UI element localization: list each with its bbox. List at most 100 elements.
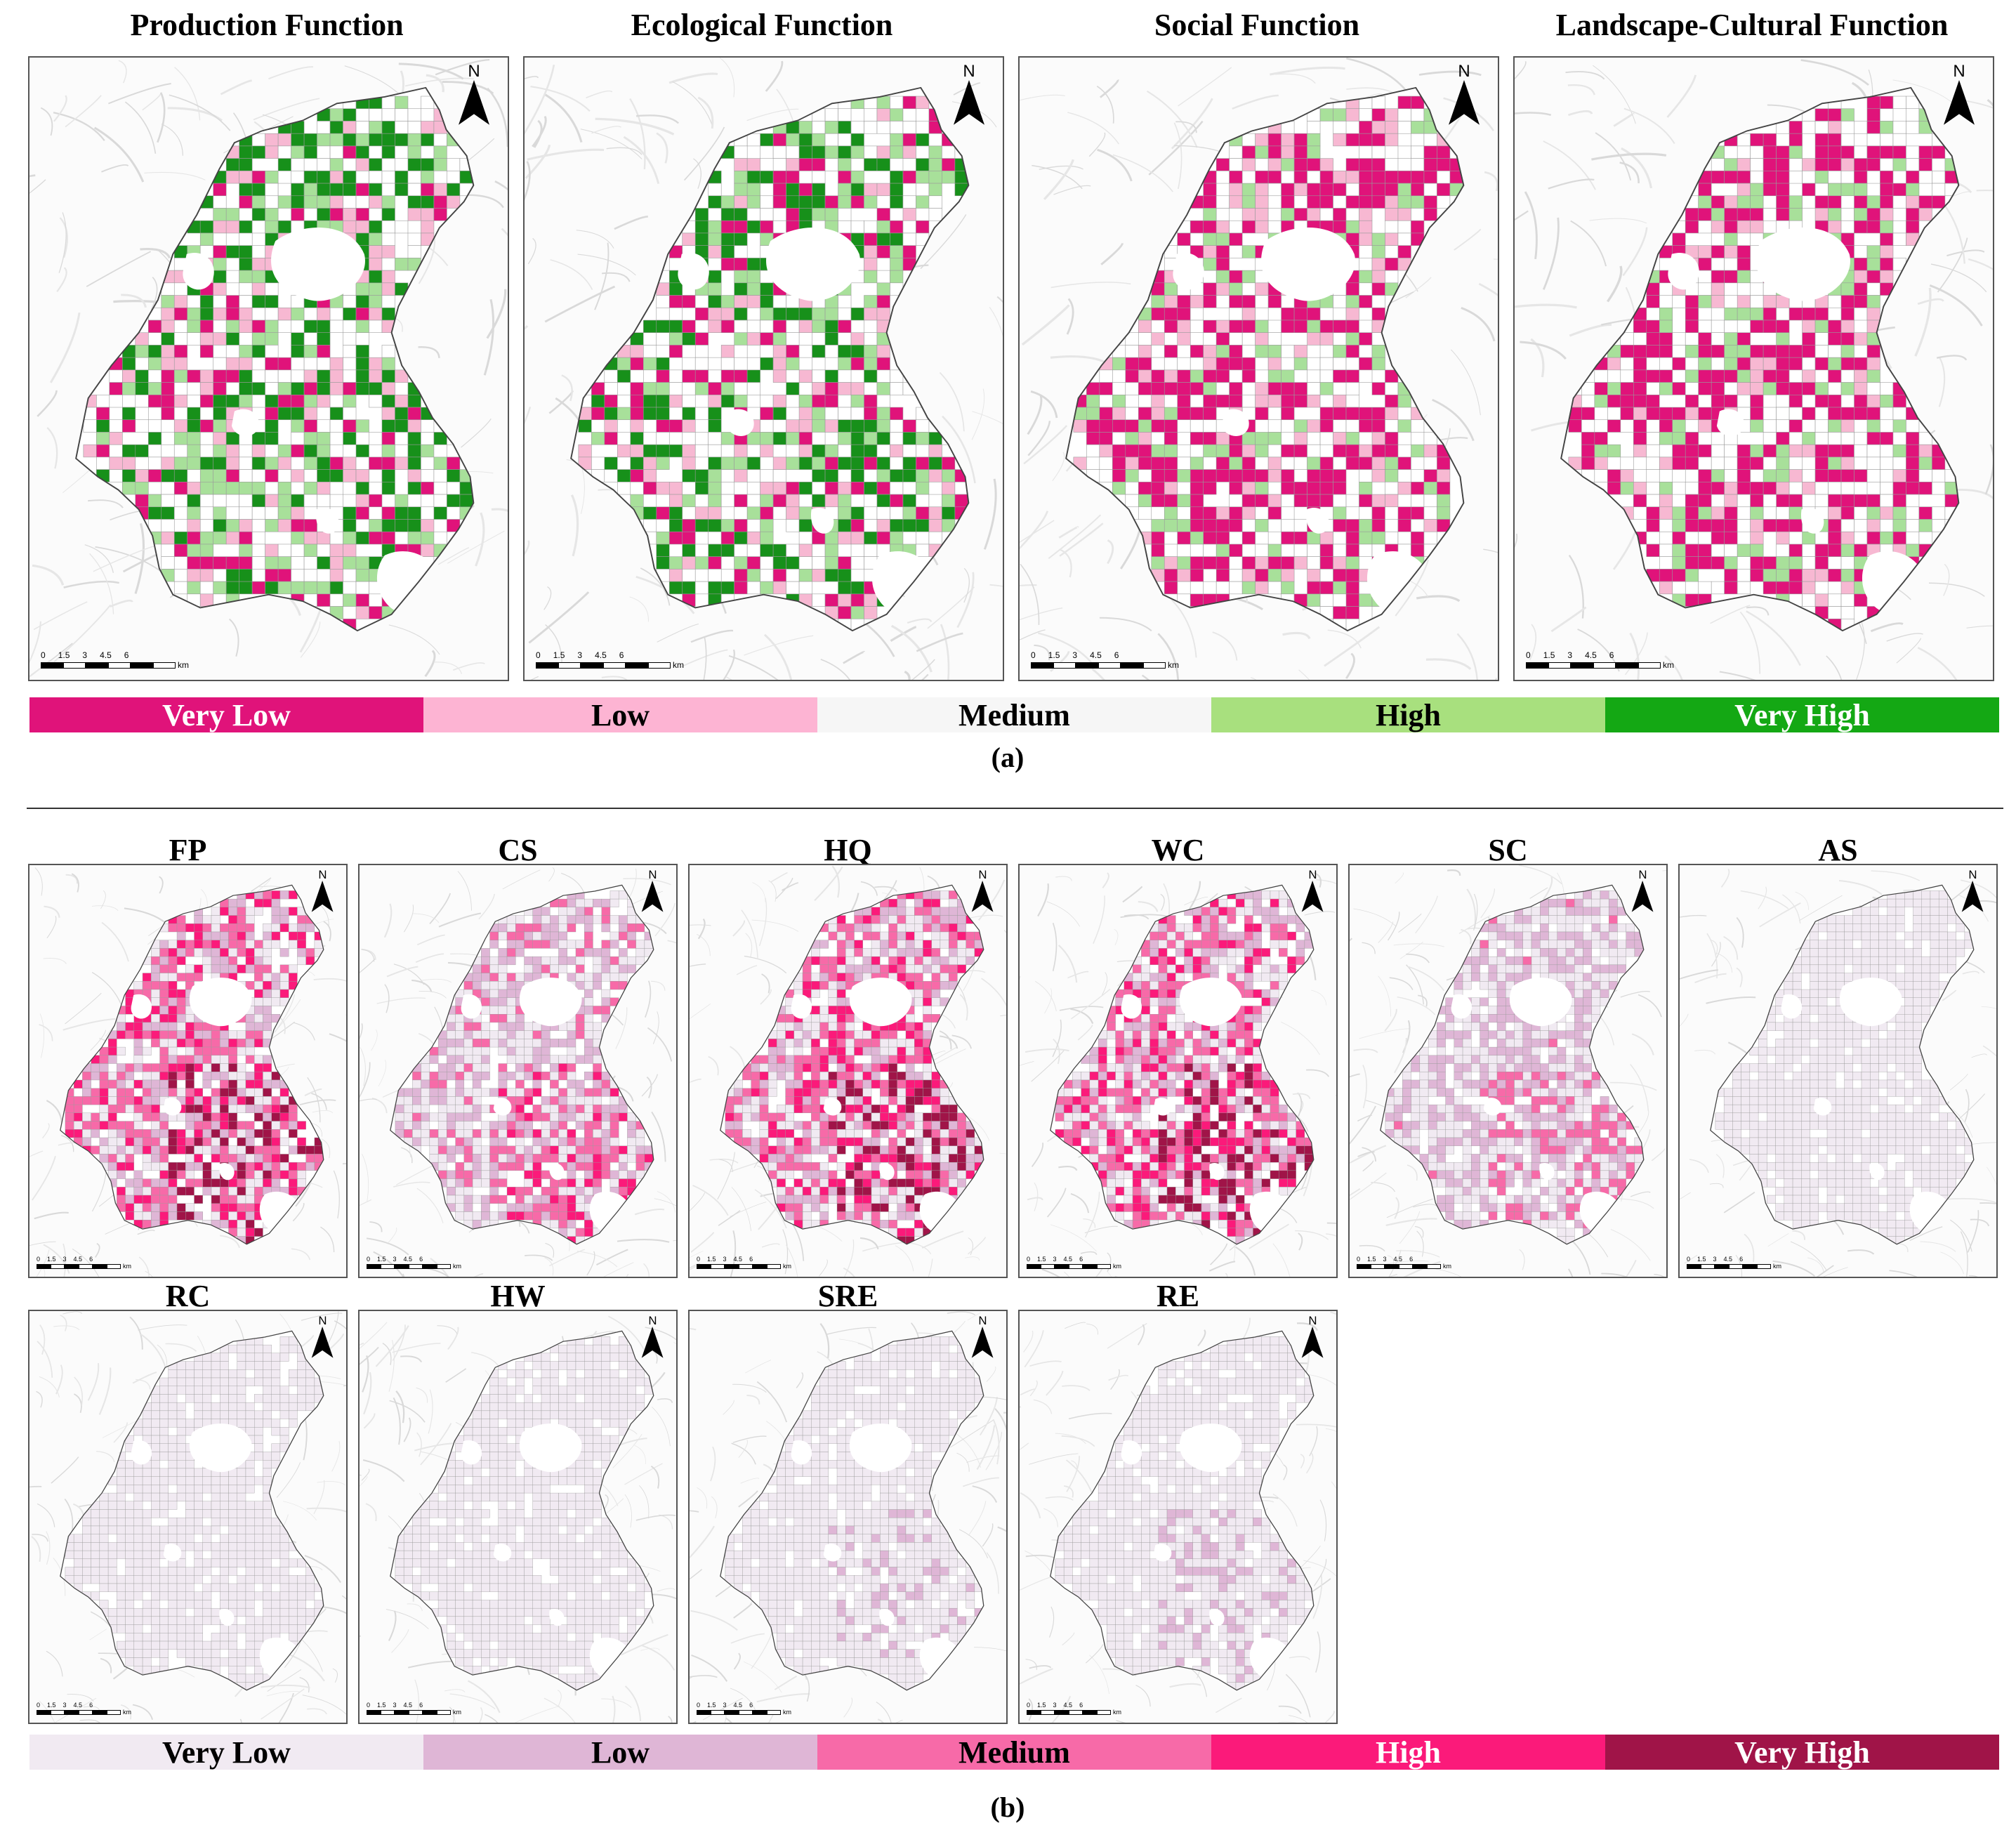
grid-cell <box>1319 482 1333 495</box>
caption-a: (a) <box>991 742 1025 773</box>
grid-cell <box>524 931 533 940</box>
grid-cell <box>463 1088 473 1097</box>
grid-cell <box>1333 369 1347 383</box>
grid-cell <box>447 1178 456 1188</box>
grid-cell <box>133 1170 143 1179</box>
grid-cell <box>225 245 239 258</box>
grid-cell <box>271 1079 281 1088</box>
grid-cell <box>601 956 611 966</box>
grid-cell <box>1164 345 1178 358</box>
grid-cell <box>772 195 786 209</box>
grid-cell <box>303 369 317 383</box>
grid-cell <box>447 444 461 458</box>
grid-cell <box>798 382 812 395</box>
grid-cell <box>194 915 203 924</box>
grid-cell <box>601 964 611 973</box>
grid-cell <box>125 1063 135 1072</box>
grid-cell <box>1385 444 1399 458</box>
grid-cell <box>1880 183 1894 197</box>
grid-cell <box>395 444 409 458</box>
grid-cell <box>1711 531 1725 545</box>
grid-cell <box>902 258 916 271</box>
grid-cell <box>1854 593 1868 607</box>
map-panel-b: N 0 1.5 3 4.5 6 km <box>358 864 678 1278</box>
no-data-patch <box>493 1098 512 1116</box>
grid-cell <box>161 444 175 458</box>
grid-cell <box>1293 307 1307 321</box>
grid-cell <box>871 931 881 940</box>
grid-cell <box>220 1154 229 1163</box>
grid-cell <box>734 245 748 258</box>
grid-cell <box>604 432 618 445</box>
grid-cell <box>1138 456 1152 470</box>
grid-cell <box>828 1030 838 1039</box>
grid-cell <box>271 931 281 940</box>
grid-cell <box>1866 145 1880 159</box>
grid-cell <box>381 456 395 470</box>
grid-cell <box>1854 357 1868 371</box>
grid-cell <box>593 956 602 966</box>
grid-cell <box>1750 220 1764 234</box>
grid-cell <box>1177 407 1191 421</box>
grid-cell <box>1241 332 1256 346</box>
grid-cell <box>395 282 409 296</box>
grid-cell <box>151 956 160 966</box>
grid-cell <box>251 345 265 358</box>
grid-cell <box>1880 158 1894 171</box>
grid-cell <box>1866 133 1880 147</box>
grid-cell <box>168 981 178 990</box>
grid-cell <box>916 121 930 134</box>
grid-cell <box>1281 407 1295 421</box>
grid-cell <box>1776 482 1790 495</box>
grid-cell <box>550 1063 559 1072</box>
grid-cell <box>245 1088 255 1097</box>
grid-cell <box>532 1079 542 1088</box>
grid-cell <box>824 407 838 421</box>
grid-cell <box>125 1129 135 1138</box>
grid-cell <box>1397 419 1411 433</box>
grid-cell <box>694 444 709 458</box>
grid-cell <box>1711 208 1725 221</box>
grid-cell <box>159 1030 169 1039</box>
grid-cell <box>1620 382 1634 395</box>
grid-cell <box>213 258 227 271</box>
grid-cell <box>151 1195 160 1204</box>
grid-cell <box>618 923 628 933</box>
grid-cell <box>133 1096 143 1105</box>
grid-cell <box>489 964 499 973</box>
grid-cell <box>734 494 748 508</box>
grid-cell <box>1385 519 1399 532</box>
grid-cell <box>1293 482 1307 495</box>
grid-cell <box>593 1154 602 1163</box>
grid-cell <box>1788 357 1803 371</box>
grid-cell <box>1788 569 1803 582</box>
grid-cell <box>133 1145 143 1155</box>
grid-cell <box>798 456 812 470</box>
grid-cell <box>1866 395 1880 408</box>
grid-cell <box>902 245 916 258</box>
grid-cell <box>584 1228 593 1237</box>
grid-cell <box>125 1121 135 1130</box>
grid-cell <box>1397 531 1411 545</box>
grid-cell <box>279 1121 289 1130</box>
grid-cell <box>541 915 551 924</box>
grid-cell <box>447 1072 456 1081</box>
north-arrow-icon <box>312 881 334 913</box>
no-data-patch <box>461 994 482 1019</box>
grid-cell <box>772 369 786 383</box>
grid-cell <box>455 1022 465 1031</box>
grid-cell <box>135 419 149 433</box>
grid-cell <box>135 395 149 408</box>
grid-cell <box>245 931 255 940</box>
grid-cell <box>1802 195 1816 209</box>
grid-cell <box>1776 519 1790 532</box>
grid-cell <box>694 482 709 495</box>
map-panel-a: N 0 1.5 3 4.5 6 km <box>1513 56 1994 681</box>
grid-cell <box>1229 183 1243 197</box>
grid-cell <box>506 915 516 924</box>
scale-tick-label: 1.5 <box>58 650 70 660</box>
grid-cell <box>185 1145 195 1155</box>
grid-cell <box>220 1211 229 1221</box>
grid-cell <box>498 1030 508 1039</box>
grid-cell <box>109 432 123 445</box>
